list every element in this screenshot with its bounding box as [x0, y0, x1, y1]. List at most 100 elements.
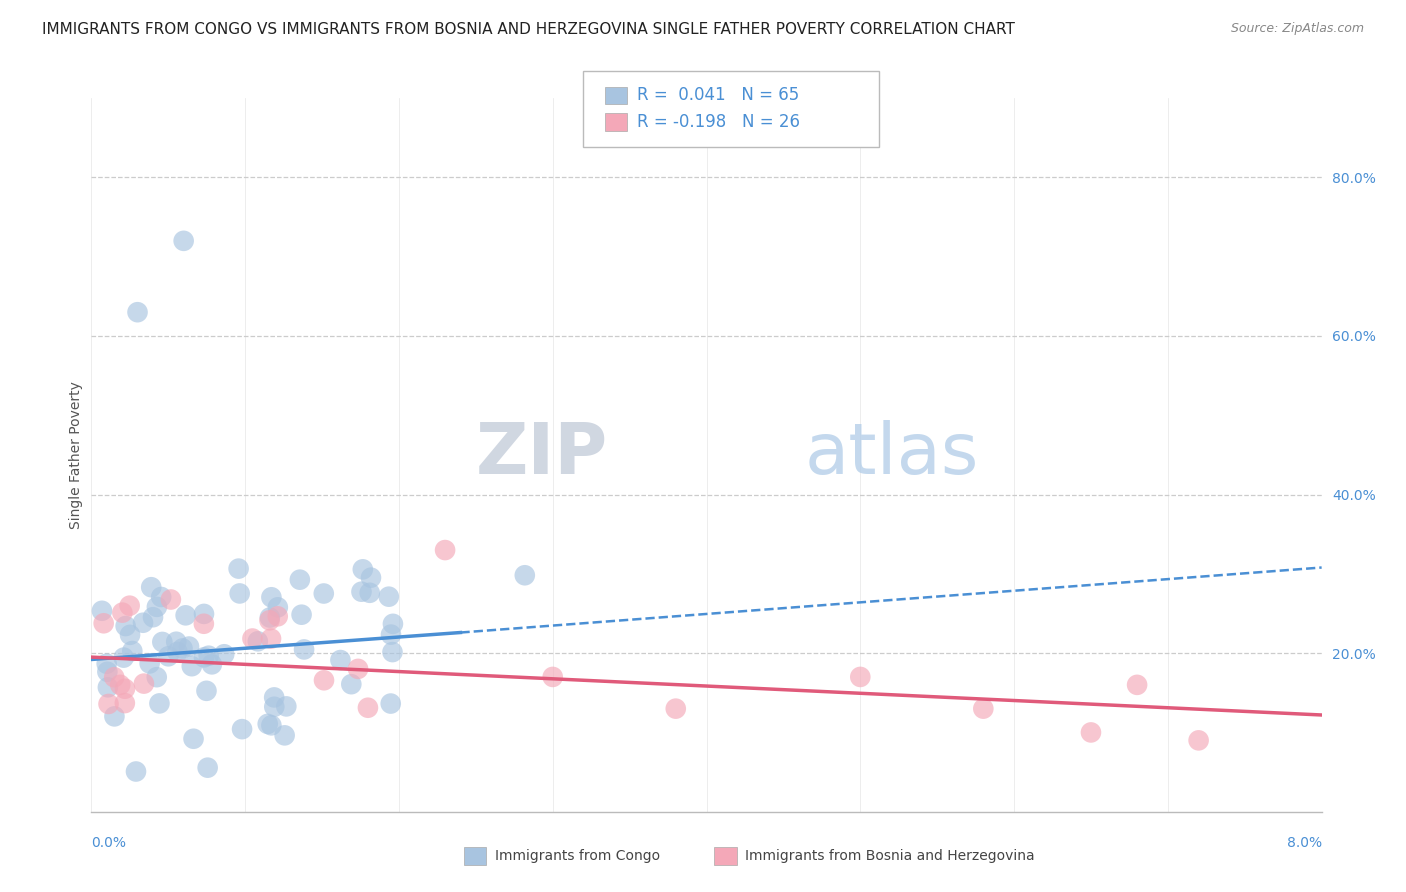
Point: [259, 613, 281, 627]
Point: [193, 650, 215, 665]
Point: [260, 591, 283, 605]
Point: [145, 670, 167, 684]
Point: [114, 681, 136, 696]
Text: IMMIGRANTS FROM CONGO VS IMMIGRANTS FROM BOSNIA AND HERZEGOVINA SINGLE FATHER PO: IMMIGRANTS FROM CONGO VS IMMIGRANTS FROM…: [42, 22, 1015, 37]
Point: [183, 731, 205, 746]
Point: [193, 616, 215, 631]
Text: Source: ZipAtlas.com: Source: ZipAtlas.com: [1230, 22, 1364, 36]
Point: [180, 659, 202, 673]
Point: [263, 690, 285, 705]
Y-axis label: Single Father Poverty: Single Father Poverty: [69, 381, 83, 529]
Point: [138, 657, 160, 671]
Point: [193, 607, 215, 621]
Point: [242, 632, 264, 646]
Point: [312, 673, 335, 688]
Point: [197, 761, 219, 775]
Point: [359, 586, 381, 600]
Point: [97, 681, 120, 695]
Text: R =  0.041   N = 65: R = 0.041 N = 65: [637, 87, 799, 104]
Point: [360, 571, 382, 585]
Point: [434, 543, 457, 558]
Point: [347, 662, 370, 676]
Point: [378, 590, 401, 604]
Text: R = -0.198   N = 26: R = -0.198 N = 26: [637, 113, 800, 131]
Text: Immigrants from Congo: Immigrants from Congo: [495, 849, 659, 863]
Point: [340, 677, 363, 691]
Point: [125, 764, 148, 779]
Text: 0.0%: 0.0%: [91, 836, 127, 850]
Point: [121, 644, 143, 658]
Point: [112, 650, 135, 665]
Text: Immigrants from Bosnia and Herzegovina: Immigrants from Bosnia and Herzegovina: [745, 849, 1035, 863]
Point: [1080, 725, 1102, 739]
Point: [172, 641, 194, 656]
Point: [177, 640, 200, 654]
Text: 8.0%: 8.0%: [1286, 836, 1322, 850]
Point: [263, 699, 285, 714]
Point: [256, 717, 278, 731]
Point: [174, 608, 197, 623]
Point: [273, 728, 295, 742]
Point: [665, 701, 688, 715]
Point: [160, 592, 183, 607]
Point: [276, 699, 298, 714]
Point: [110, 678, 132, 692]
Point: [380, 627, 402, 641]
Point: [146, 599, 169, 614]
Point: [380, 697, 402, 711]
Point: [259, 610, 281, 624]
Point: [165, 634, 187, 648]
Point: [114, 696, 136, 710]
Point: [173, 234, 195, 248]
Point: [118, 628, 141, 642]
Point: [150, 590, 173, 604]
Point: [260, 718, 283, 732]
Point: [118, 599, 141, 613]
Point: [1187, 733, 1209, 747]
Point: [142, 610, 165, 624]
Point: [231, 722, 253, 736]
Point: [212, 647, 235, 661]
Point: [166, 645, 188, 659]
Point: [195, 683, 218, 698]
Point: [329, 653, 352, 667]
Point: [228, 586, 250, 600]
Point: [260, 632, 283, 646]
Point: [381, 616, 404, 631]
Point: [267, 609, 290, 624]
Point: [197, 648, 219, 663]
Point: [292, 642, 315, 657]
Point: [290, 607, 312, 622]
Point: [114, 619, 136, 633]
Point: [148, 697, 170, 711]
Point: [312, 586, 335, 600]
Point: [201, 657, 224, 672]
Point: [357, 700, 380, 714]
Point: [849, 670, 872, 684]
Point: [132, 676, 155, 690]
Point: [141, 580, 163, 594]
Point: [352, 562, 374, 576]
Point: [541, 670, 564, 684]
Point: [228, 561, 250, 575]
Point: [350, 584, 373, 599]
Point: [103, 670, 125, 684]
Point: [381, 645, 404, 659]
Point: [288, 573, 311, 587]
Text: atlas: atlas: [804, 420, 980, 490]
Point: [513, 568, 536, 582]
Point: [103, 709, 125, 723]
Point: [91, 604, 114, 618]
Point: [127, 305, 149, 319]
Point: [246, 634, 269, 648]
Text: ZIP: ZIP: [475, 420, 607, 490]
Point: [93, 616, 115, 631]
Point: [111, 606, 134, 620]
Point: [972, 701, 994, 715]
Point: [132, 615, 155, 630]
Point: [1126, 678, 1149, 692]
Point: [96, 665, 118, 679]
Point: [157, 649, 180, 664]
Point: [150, 635, 173, 649]
Point: [267, 600, 290, 615]
